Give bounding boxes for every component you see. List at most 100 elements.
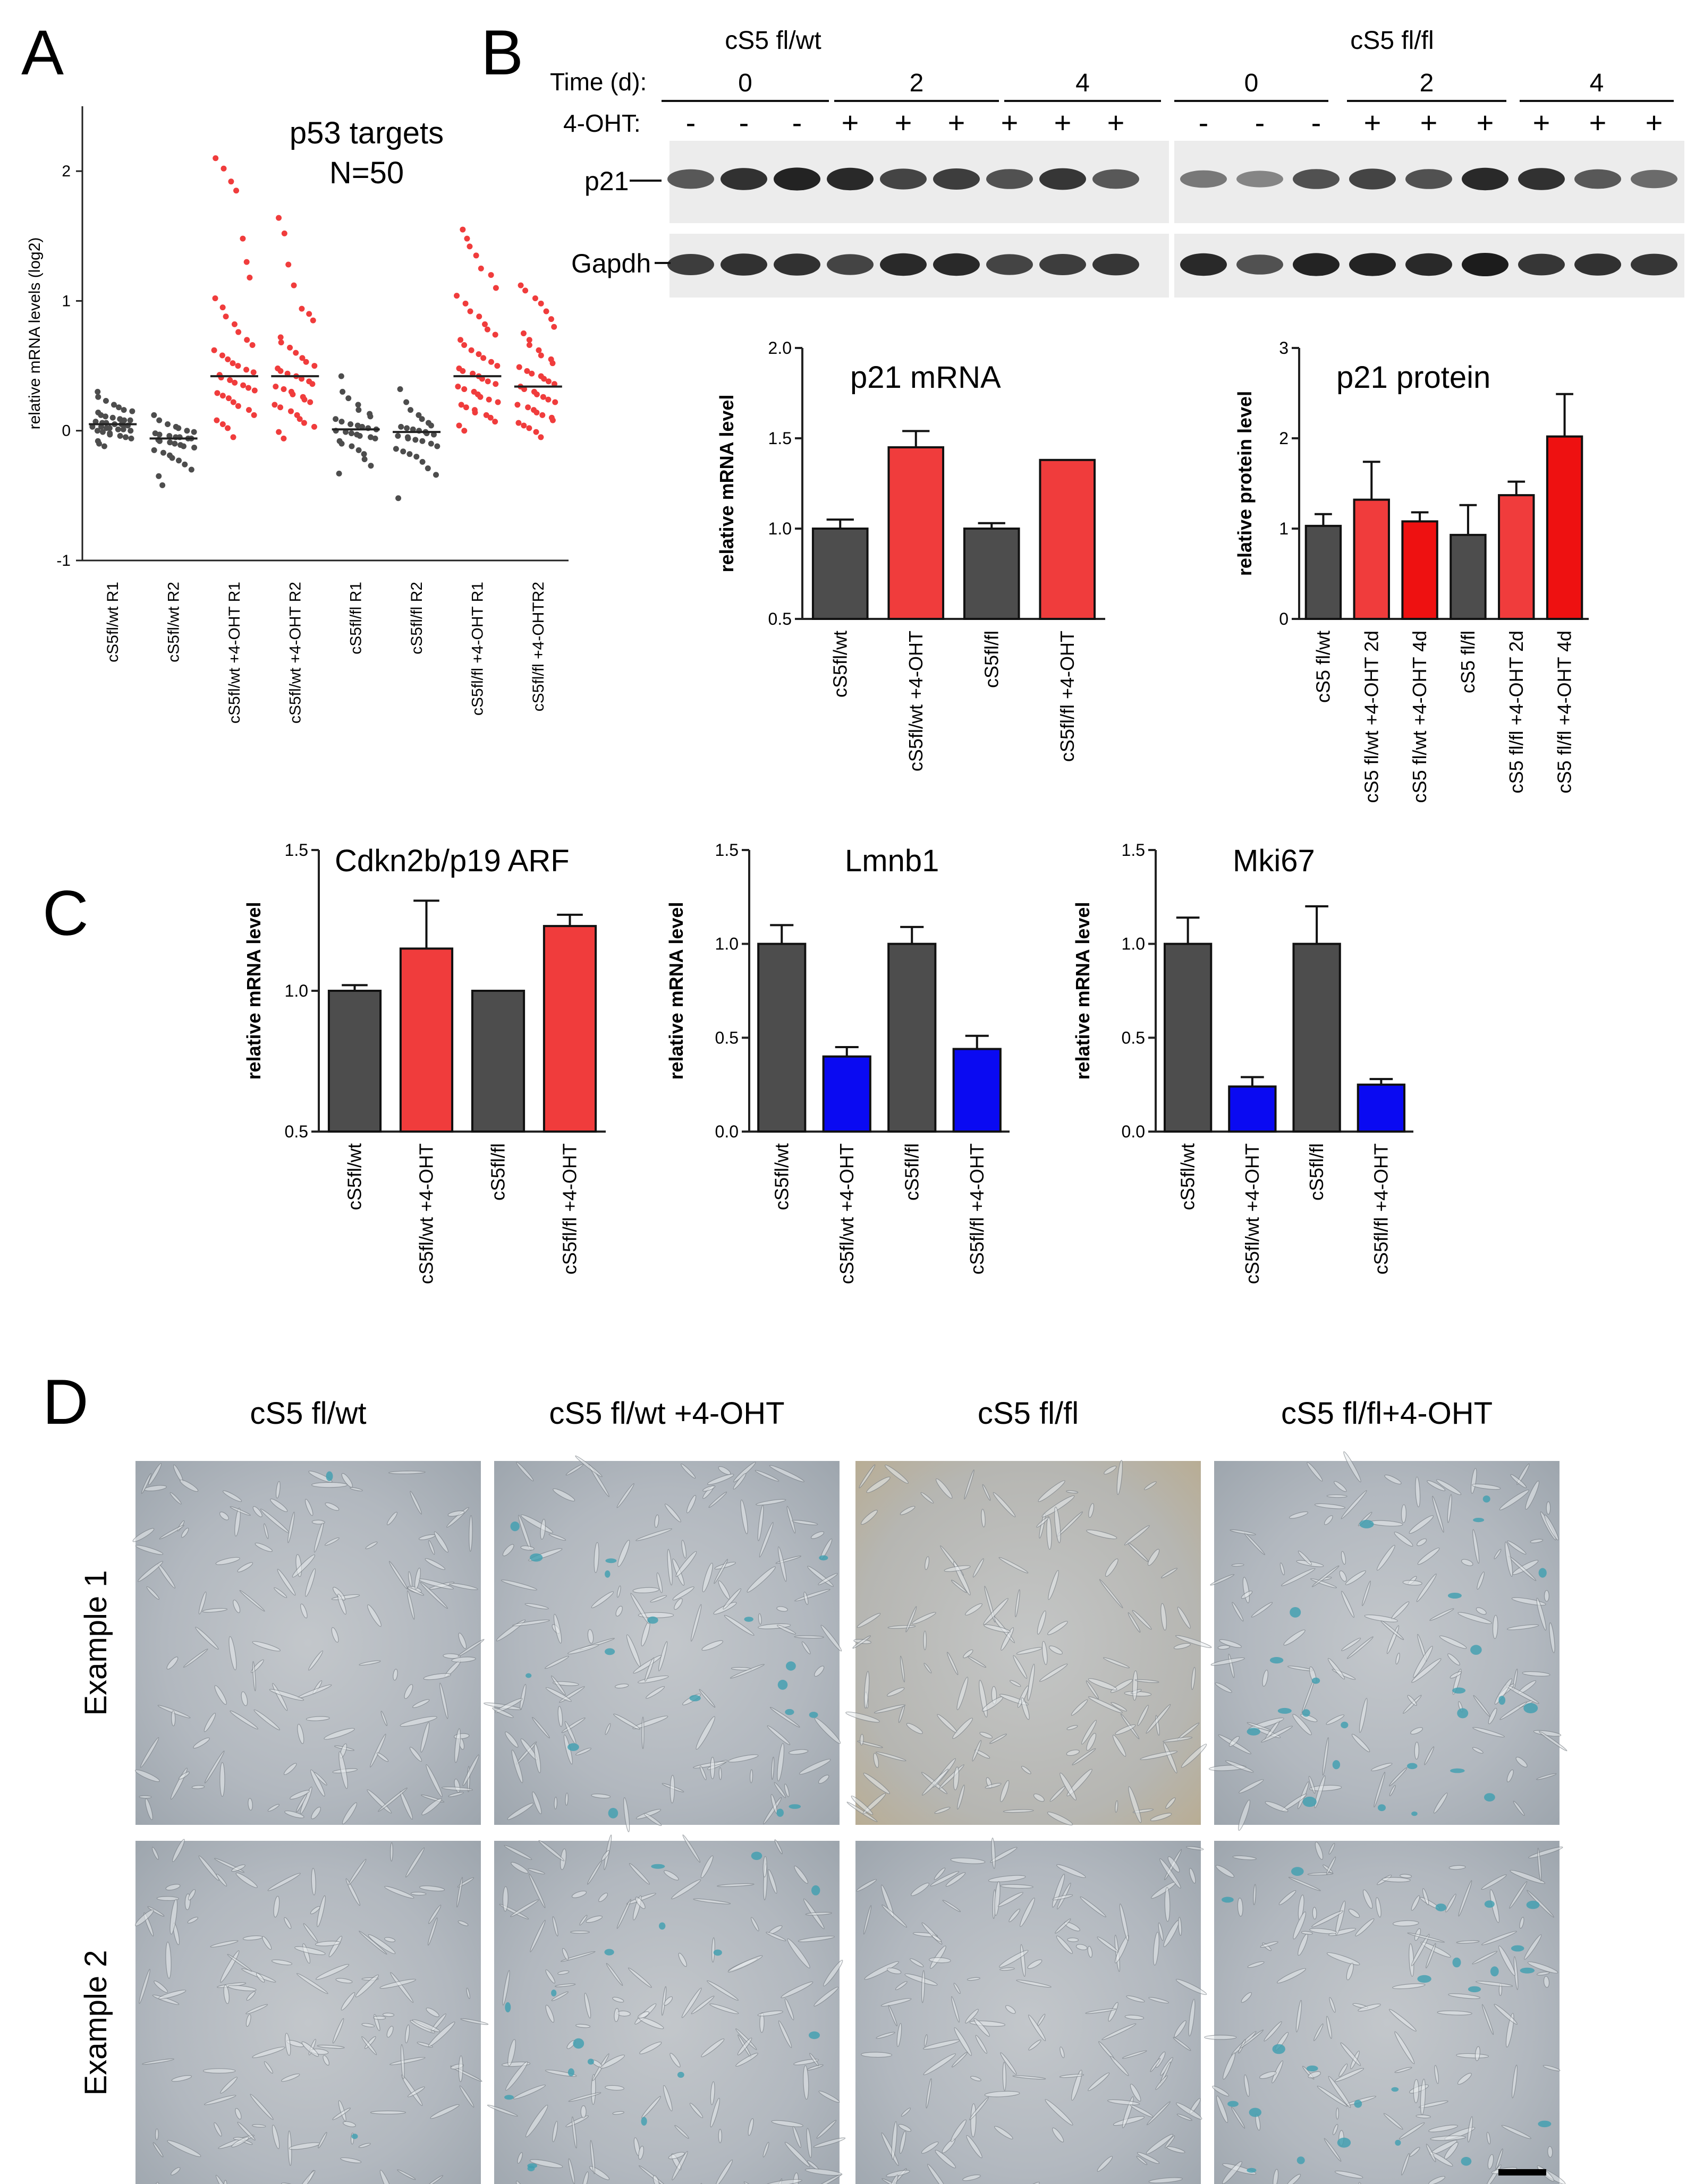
cell-shape <box>776 1625 796 1635</box>
cell-shape <box>565 1464 584 1476</box>
micrograph-image <box>132 1461 485 1825</box>
blot-band <box>1518 253 1565 276</box>
lane-treatment-sign: - <box>739 106 749 139</box>
stained-cell <box>604 1949 614 1956</box>
cell-shape <box>420 1722 430 1753</box>
timepoint-label: 2 <box>910 69 924 97</box>
micrograph-background <box>494 1841 840 2184</box>
cell-shape <box>386 2026 394 2038</box>
cell-shape <box>1259 2071 1277 2079</box>
cell-shape <box>252 2124 266 2128</box>
stained-cell <box>551 1990 557 1996</box>
y-tick-label: 2 <box>1279 429 1289 448</box>
cell-shape <box>1174 2020 1187 2038</box>
cell-shape <box>1021 1766 1031 1774</box>
scatter-point <box>485 378 491 385</box>
cell-shape <box>1362 1889 1373 1909</box>
cell-shape <box>568 2092 601 2102</box>
scatter-point <box>551 324 557 330</box>
blot-treatment-label: 4-OHT: <box>563 109 641 137</box>
cell-shape <box>974 1749 990 1759</box>
cell-shape <box>900 1506 916 1515</box>
cell-shape <box>672 1586 694 1601</box>
lane-treatment-sign: + <box>1420 106 1438 139</box>
cell-shape <box>701 1640 724 1651</box>
cell-shape <box>711 1937 715 1963</box>
cell-shape <box>691 1995 715 2015</box>
x-tick-label: cS5fl/wt +4-OHT <box>1241 1143 1263 1284</box>
cell-shape <box>962 2174 981 2181</box>
cell-shape <box>1147 1549 1160 1566</box>
x-tick-label: cS5fl/wt R2 <box>165 582 183 662</box>
cell-shape <box>1311 1565 1340 1587</box>
cell-shape <box>235 2108 242 2120</box>
cell-shape <box>275 1481 281 1499</box>
y-tick-label: 1.0 <box>1122 934 1145 954</box>
scatter-point <box>541 376 547 382</box>
cell-shape <box>1148 1997 1169 2004</box>
cell-shape <box>1060 2046 1065 2059</box>
scatter-point <box>306 311 312 317</box>
cell-shape <box>358 2143 371 2148</box>
cell-shape <box>1488 1707 1497 1724</box>
cell-shape <box>806 2128 812 2158</box>
cell-shape <box>219 1511 229 1520</box>
cell-shape <box>601 1850 610 1861</box>
stained-cell <box>1523 1703 1538 1713</box>
cell-shape <box>418 1534 436 1541</box>
scatter-point <box>416 412 422 418</box>
cell-shape <box>235 1872 258 1888</box>
scatter-point <box>518 282 524 288</box>
blot-band <box>667 254 714 275</box>
cell-shape <box>1037 1610 1046 1635</box>
cell-shape <box>921 2141 939 2154</box>
mki67-bar-chart: 0.0 0.5 1.0 1.5 relative mRNA level Mki67 cS5f… <box>1072 840 1413 1284</box>
cell-shape <box>1506 1624 1539 1630</box>
cell-shape <box>1549 1622 1555 1653</box>
cell-shape <box>580 2105 587 2119</box>
cell-shape <box>518 1515 532 1551</box>
cell-shape <box>1132 1610 1152 1630</box>
cell-shape <box>1411 1658 1442 1683</box>
scatter-point <box>176 457 182 464</box>
cell-shape <box>1204 2035 1237 2040</box>
cell-shape <box>638 2165 667 2184</box>
stained-cell <box>1306 2066 1318 2071</box>
scatter-point <box>235 329 242 335</box>
cell-shape <box>294 2170 316 2184</box>
scatter-point <box>95 394 101 400</box>
scatter-point <box>182 461 188 468</box>
scatter-point <box>276 429 282 435</box>
cell-shape <box>759 1522 774 1558</box>
stained-cell <box>819 1555 828 1561</box>
cell-shape <box>1341 1490 1367 1519</box>
cell-shape <box>1175 1635 1212 1648</box>
y-tick-label: 1.5 <box>768 429 792 448</box>
scatter-point <box>159 482 166 488</box>
cell-shape <box>170 1899 178 1935</box>
bar <box>952 1048 1002 1133</box>
cell-shape <box>936 1478 953 1499</box>
cell-shape <box>876 1752 906 1762</box>
cell-shape <box>430 2104 460 2119</box>
cell-shape <box>885 1465 909 1484</box>
cell-shape <box>420 1582 448 1609</box>
cell-shape <box>1457 2072 1472 2085</box>
cell-shape <box>1160 1568 1178 1578</box>
cell-shape <box>253 1709 281 1730</box>
cell-shape <box>696 1716 715 1750</box>
cell-shape <box>859 1464 876 1489</box>
blot-time-label: Time (d): <box>550 68 647 96</box>
stained-cell <box>713 1949 722 1956</box>
cell-shape <box>953 1766 960 1790</box>
scatter-point <box>277 404 284 411</box>
cell-shape <box>860 1733 864 1746</box>
cell-shape <box>1066 1725 1078 1730</box>
cell-shape <box>794 1588 830 1602</box>
cell-shape <box>1289 1511 1309 1519</box>
y-tick-label: 0.5 <box>768 609 792 628</box>
cell-shape <box>766 1932 786 1941</box>
cell-shape <box>1487 2154 1494 2170</box>
cell-shape <box>1513 1800 1525 1816</box>
cell-shape <box>388 1471 426 1474</box>
